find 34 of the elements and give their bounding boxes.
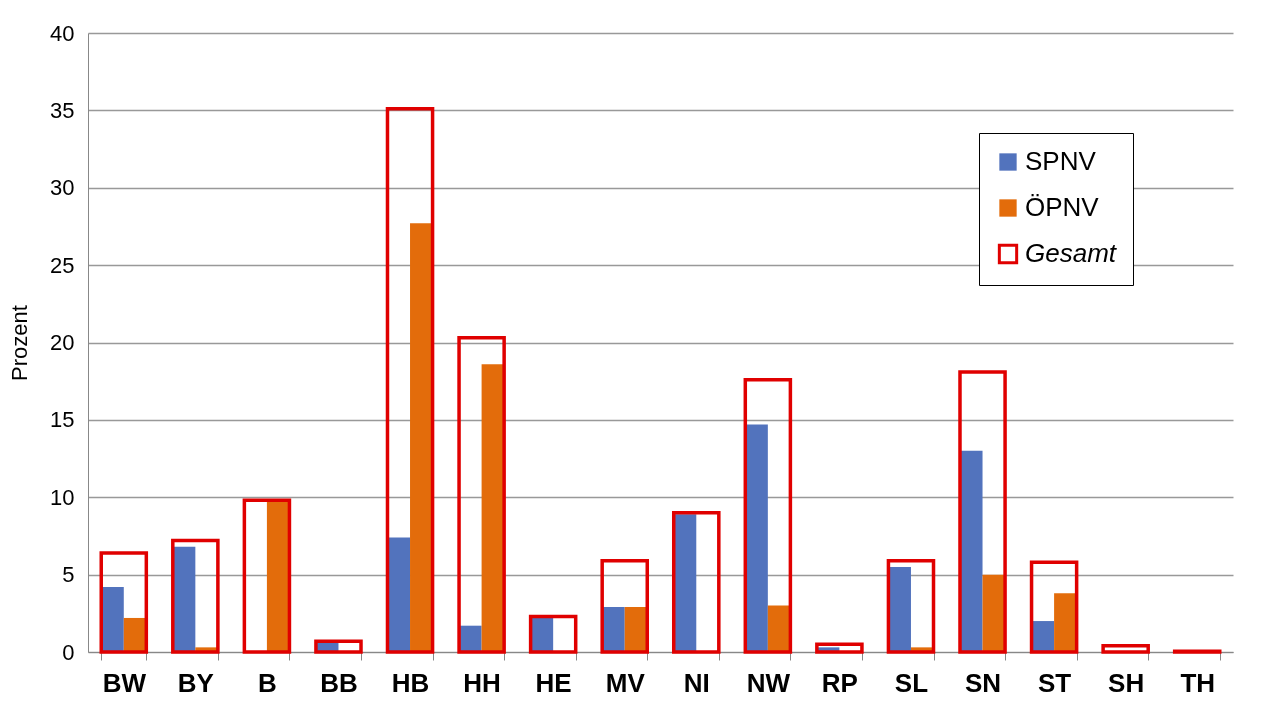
- y-tick-label: 25: [50, 252, 75, 278]
- y-tick-label: 15: [50, 407, 75, 433]
- y-tick-label: 30: [50, 175, 75, 201]
- legend-label: SPNV: [1025, 146, 1097, 176]
- x-tick-label: B: [258, 667, 277, 698]
- x-tick-label: NW: [746, 667, 791, 698]
- x-tick-label: HE: [535, 667, 572, 698]
- y-tick-label: 40: [50, 20, 75, 46]
- x-tick-label: MV: [605, 667, 646, 698]
- y-tick-label: 20: [50, 330, 75, 355]
- x-tick-label: BW: [102, 667, 147, 698]
- x-tick-label: BY: [177, 667, 214, 698]
- x-tick-label: HB: [391, 667, 430, 698]
- y-tick-label: 10: [50, 484, 75, 510]
- y-tick-label: 5: [62, 562, 75, 588]
- bar: [410, 223, 433, 652]
- y-tick-label: 0: [62, 639, 75, 665]
- x-tick-label: SN: [964, 667, 1002, 698]
- legend-label: Gesamt: [1025, 238, 1118, 268]
- x-tick-label: SH: [1108, 667, 1145, 698]
- bar: [673, 514, 697, 652]
- bar: [959, 450, 983, 652]
- x-tick-label: TH: [1180, 667, 1216, 698]
- bar: [745, 424, 768, 652]
- x-tick-label: BB: [320, 667, 358, 698]
- x-tick-label: ST: [1037, 667, 1072, 698]
- x-tick-label: HH: [463, 667, 501, 698]
- y-tick-label: 35: [50, 97, 75, 123]
- legend-label: ÖPNV: [1025, 192, 1100, 222]
- x-tick-label: NI: [683, 667, 710, 698]
- y-axis-title: Prozent: [7, 305, 33, 381]
- x-tick-label: SL: [894, 667, 929, 698]
- x-tick-label: RP: [821, 667, 858, 698]
- bar: [266, 500, 290, 652]
